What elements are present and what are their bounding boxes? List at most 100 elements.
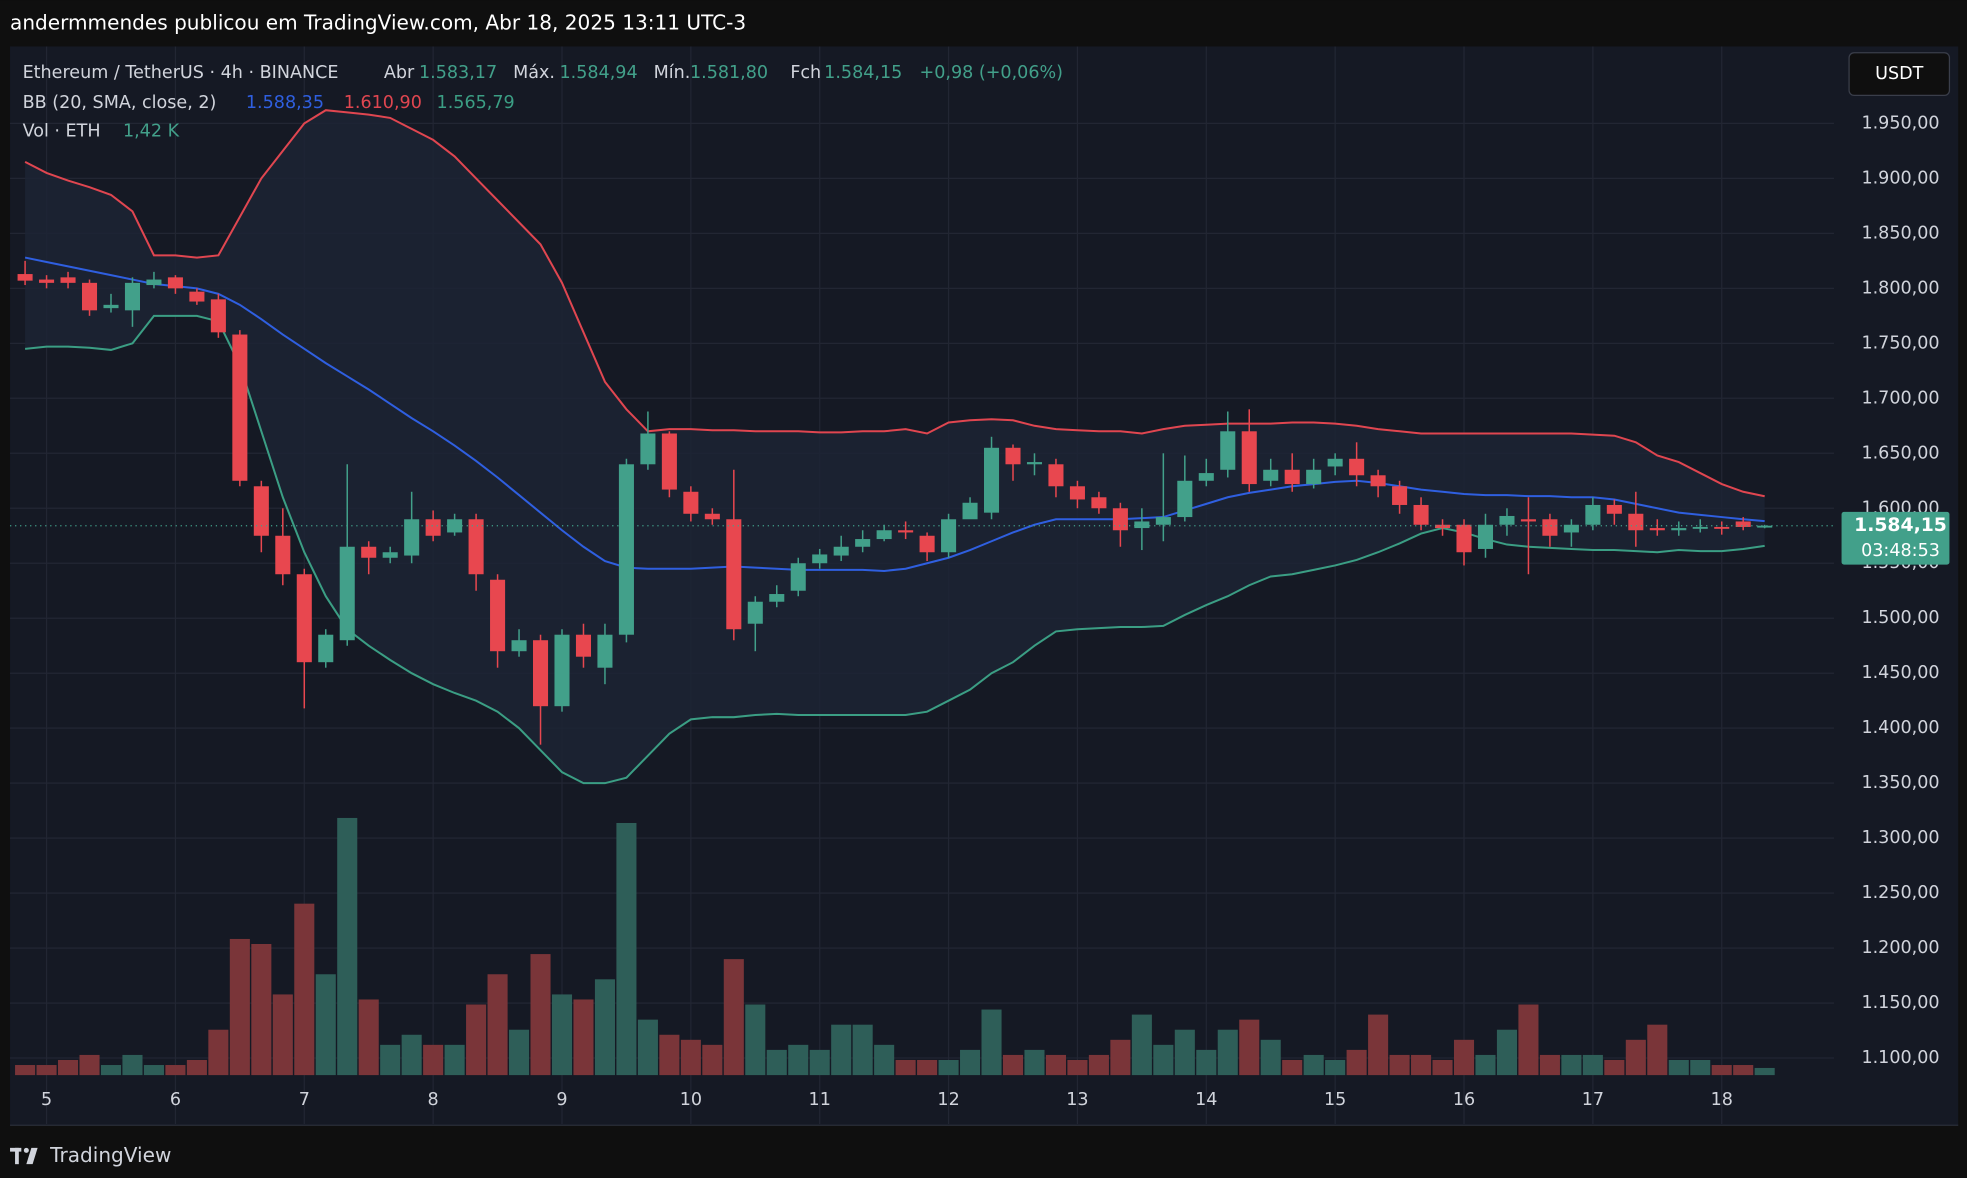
y-tick-label: 1.950,00: [1861, 113, 1939, 133]
x-tick-label: 6: [170, 1090, 181, 1110]
candle-body: [1435, 524, 1451, 529]
high-label: Máx.: [513, 63, 555, 83]
volume-bar: [1561, 1054, 1582, 1076]
y-tick-label: 1.750,00: [1861, 333, 1939, 353]
candle-body: [1392, 486, 1408, 505]
volume-bar: [1432, 1059, 1453, 1076]
candle-body: [726, 519, 742, 630]
candle-body: [554, 634, 570, 707]
candle-body: [1499, 515, 1515, 525]
volume-bar: [1088, 1054, 1109, 1076]
volume-bar: [981, 1009, 1002, 1076]
candle-body: [490, 579, 506, 652]
volume-bar: [1110, 1039, 1131, 1076]
candle-body: [1263, 469, 1279, 481]
volume-bar: [1411, 1054, 1432, 1076]
candle-body: [898, 530, 914, 533]
y-tick-label: 1.650,00: [1861, 443, 1939, 463]
bb-basis: 1.588,35: [246, 93, 324, 113]
candle-body: [361, 546, 377, 558]
candle-body: [404, 519, 420, 556]
volume-bar: [659, 1034, 680, 1076]
candle-body: [1220, 431, 1236, 470]
low-label: Mín.: [654, 63, 691, 83]
brand-name: TradingView: [49, 1143, 171, 1167]
candle-body: [425, 519, 441, 536]
volume-bar: [766, 1049, 787, 1076]
candle-body: [1349, 458, 1365, 476]
currency-button-label[interactable]: USDT: [1875, 64, 1923, 84]
volume-bar: [680, 1039, 701, 1076]
change-value: +0,98 (+0,06%): [920, 63, 1064, 83]
y-tick-label: 1.700,00: [1861, 388, 1939, 408]
volume-bar: [466, 1004, 487, 1076]
volume-bar: [637, 1019, 658, 1076]
volume-bar: [272, 994, 293, 1076]
volume-bar: [1131, 1014, 1152, 1076]
candle-body: [296, 574, 312, 663]
x-tick-label: 14: [1195, 1090, 1217, 1110]
volume-bar: [337, 817, 358, 1076]
candle-body: [661, 433, 677, 490]
close-value: 1.584,15: [824, 63, 902, 83]
candle-body: [812, 554, 828, 564]
band-fill: [25, 110, 1765, 784]
candle-body: [1649, 528, 1665, 531]
plot: [10, 109, 1835, 1076]
volume-bar: [1625, 1039, 1646, 1076]
volume-bar: [1539, 1054, 1560, 1076]
x-tick-label: 12: [937, 1090, 959, 1110]
candle-body: [1177, 480, 1193, 518]
volume-bar: [960, 1049, 981, 1076]
volume-bar: [874, 1044, 895, 1076]
volume-bar: [1024, 1049, 1045, 1076]
volume-bar: [100, 1065, 122, 1076]
volume-bar: [551, 994, 573, 1076]
candle-body: [1005, 447, 1021, 465]
bb-basis-line: [24, 256, 1765, 572]
volume-bar: [1711, 1065, 1732, 1076]
volume-bar: [79, 1054, 100, 1076]
candle-body: [60, 277, 76, 283]
volume-bar: [1002, 1054, 1024, 1076]
bb-label: BB (20, SMA, close, 2): [23, 93, 217, 113]
candle-body: [790, 563, 806, 591]
candle-body: [1477, 524, 1494, 549]
candle-body: [103, 304, 119, 309]
candle-body: [1692, 526, 1708, 529]
volume-bar: [1303, 1054, 1324, 1076]
volume-bar: [423, 1044, 444, 1076]
candle-body: [339, 546, 355, 641]
volume-bar: [1647, 1024, 1668, 1076]
x-tick-label: 5: [41, 1090, 52, 1110]
volume-bar: [380, 1044, 401, 1076]
volume-bar: [358, 999, 379, 1076]
volume-bar: [1346, 1049, 1367, 1076]
volume-bar: [1604, 1059, 1625, 1076]
volume-bar: [15, 1065, 36, 1076]
candle-body: [253, 486, 269, 536]
y-tick-label: 1.300,00: [1861, 828, 1939, 848]
volume-bar: [165, 1065, 186, 1076]
candle-body: [81, 282, 98, 311]
y-tick-label: 1.350,00: [1861, 773, 1939, 793]
volume-bar: [1282, 1059, 1303, 1076]
volume-bar: [315, 974, 336, 1076]
volume-bar: [509, 1029, 530, 1076]
candle-body: [1198, 473, 1214, 481]
candle-body: [1284, 469, 1300, 485]
volume-bar: [1368, 1014, 1389, 1076]
volume-bar: [1260, 1039, 1281, 1076]
candle-body: [1714, 526, 1730, 529]
candle-body: [683, 491, 699, 514]
x-tick-label: 15: [1324, 1090, 1346, 1110]
volume-bar: [444, 1044, 465, 1076]
price-badge-countdown: 03:48:53: [1861, 541, 1940, 561]
y-tick-label: 1.450,00: [1861, 663, 1939, 683]
volume-bar: [186, 1059, 207, 1076]
candle-body: [618, 464, 634, 635]
close-label: Fch: [790, 63, 821, 83]
volume-bar: [745, 1004, 766, 1076]
currency-button[interactable]: [1848, 52, 1951, 96]
